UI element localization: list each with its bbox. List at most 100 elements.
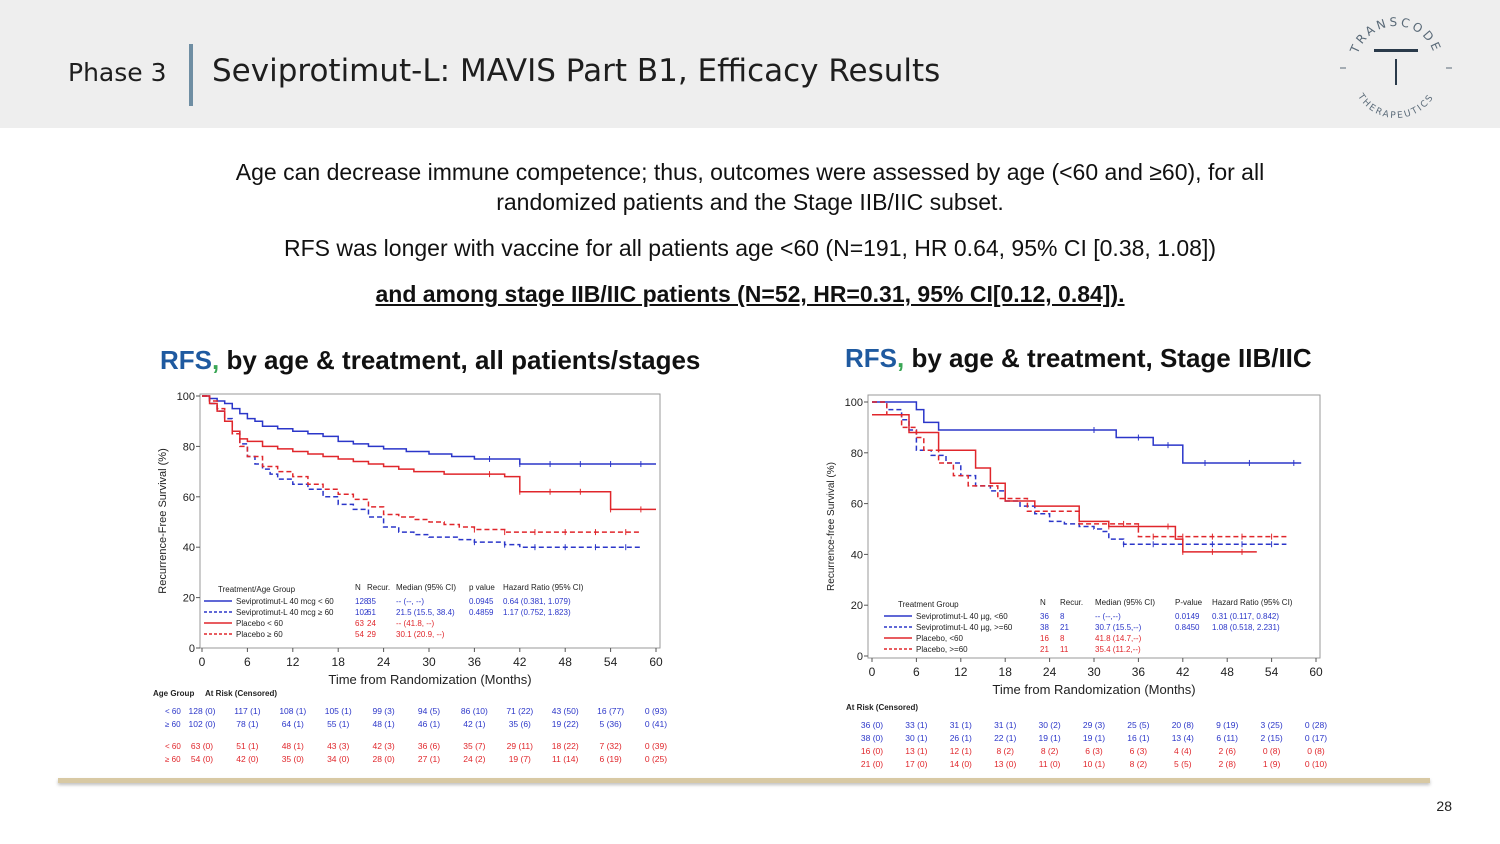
risk-cell: 18 (22) [552,741,579,751]
km-curve-2 [202,395,656,511]
legend-title: Treatment/Age Group [218,585,296,594]
risk-cell: 9 (19) [1216,720,1238,730]
x-tick-label: 18 [332,655,346,669]
risk-cell: 30 (1) [905,733,927,743]
title-divider [189,44,193,106]
legend-median: 21.5 (15.5, 38.4) [396,608,455,617]
risk-cell: 30 (2) [1038,720,1060,730]
risk-row-group: ≥ 60 [165,755,181,764]
y-tick-label: 0 [857,651,863,663]
risk-cell: 99 (3) [372,706,394,716]
risk-cell: 27 (1) [418,754,440,764]
y-tick-label: 100 [177,391,195,403]
x-tick-label: 54 [604,655,618,669]
x-tick-label: 30 [1087,665,1101,679]
risk-cell: 54 (0) [191,754,213,764]
risk-cell: 35 (7) [463,741,485,751]
risk-cell: 51 (1) [236,741,258,751]
legend-median: 30.1 (20.9, --) [396,630,445,639]
legend-median: 35.4 (11.2,--) [1095,645,1141,654]
legend-label: Seviprotimut-L 40 µg, <60 [916,612,1008,621]
legend-median: -- (41.8, --) [396,619,435,628]
legend-header: N [1040,598,1046,607]
risk-cell: 105 (1) [325,706,352,716]
risk-cell: 13 (4) [1172,733,1194,743]
legend-n: 63 [355,619,364,628]
rfs-label: RFS [845,343,897,373]
y-tick-label: 60 [183,492,195,504]
risk-cell: 21 (0) [861,759,883,769]
svg-text:THERAPEUTICS: THERAPEUTICS [1355,91,1437,121]
risk-cell: 35 (0) [282,754,304,764]
risk-cell: 31 (1) [994,720,1016,730]
legend-label: Placebo ≥ 60 [236,630,283,639]
risk-cell: 25 (5) [1127,720,1149,730]
panel-title-all-patients: RFS, by age & treatment, all patients/st… [160,345,700,376]
legend-header: Hazard Ratio (95% CI) [503,583,584,592]
risk-cell: 26 (1) [950,733,972,743]
risk-cell: 0 (8) [1307,746,1325,756]
legend-header: P-value [1175,598,1203,607]
risk-cell: 13 (0) [994,759,1016,769]
risk-cell: 0 (93) [645,706,667,716]
risk-cell: 17 (0) [905,759,927,769]
x-tick-label: 36 [1132,665,1146,679]
rfs-comma: , [897,343,905,373]
panel-title-text: by age & treatment, all patients/stages [219,345,701,375]
logo-t-stem [1395,59,1397,85]
body-line-4-emphasis: and among stage IIB/IIC patients (N=52, … [375,281,1125,307]
risk-cell: 42 (0) [236,754,258,764]
legend-recur: 11 [1060,645,1069,654]
risk-cell: 13 (1) [905,746,927,756]
x-tick-label: 12 [286,655,300,669]
x-tick-label: 12 [954,665,968,679]
y-tick-label: 40 [183,542,195,554]
body-line-1: Age can decrease immune competence; thus… [235,159,1265,185]
legend-recur: 8 [1060,612,1065,621]
legend-label: Placebo, >=60 [916,645,968,654]
legend-hr: 1.08 (0.518, 2.231) [1212,623,1280,632]
legend-p: 0.0149 [1175,612,1200,621]
risk-cell: 55 (1) [327,719,349,729]
legend-recur: 29 [367,630,376,639]
risk-cell: 16 (0) [861,746,883,756]
risk-cell: 2 (6) [1218,746,1236,756]
km-chart-all-patients: 0 6 12 18 24 30 36 42 48 54 60 0 20 40 60 80 100 Time fro… [153,391,667,764]
legend-recur: 35 [367,597,376,606]
legend-title: Treatment Group [898,600,959,609]
legend-recur: 8 [1060,634,1065,643]
risk-cell: 0 (28) [1305,720,1327,730]
x-tick-label: 0 [869,665,876,679]
risk-cell: 71 (22) [506,706,533,716]
legend-n: 54 [355,630,364,639]
phase-label: Phase 3 [68,58,167,87]
risk-cell: 128 (0) [189,706,216,716]
risk-cell: 48 (1) [372,719,394,729]
x-tick-label: 60 [649,655,663,669]
y-tick-label: 100 [845,397,863,409]
risk-cell: 11 (14) [552,754,578,764]
panel-title-stage-iib-iic: RFS, by age & treatment, Stage IIB/IIC [845,343,1312,374]
plot-frame [199,393,661,649]
y-tick-label: 80 [183,441,195,453]
slide-title: Seviprotimut-L: MAVIS Part B1, Efficacy … [212,53,941,89]
risk-header-group: Age Group [153,689,194,698]
risk-cell: 102 (0) [189,719,216,729]
risk-cell: 16 (1) [1127,733,1149,743]
risk-cell: 0 (10) [1305,759,1327,769]
legend-header: Median (95% CI) [396,583,456,592]
risk-cell: 14 (0) [950,759,972,769]
legend-label: Seviprotimut-L 40 mcg ≥ 60 [236,608,334,617]
legend-n: 36 [1040,612,1049,621]
risk-cell: 19 (7) [509,754,531,764]
risk-cell: 38 (0) [861,733,883,743]
risk-cell: 34 (0) [327,754,349,764]
risk-cell: 31 (1) [950,720,972,730]
legend-n: 38 [1040,623,1049,632]
risk-cell: 7 (32) [599,741,621,751]
legend-header: Recur. [1060,598,1083,607]
risk-cell: 6 (3) [1085,746,1103,756]
legend-header: Hazard Ratio (95% CI) [1212,598,1293,607]
risk-cell: 43 (50) [552,706,579,716]
legend-p: 0.8450 [1175,623,1200,632]
